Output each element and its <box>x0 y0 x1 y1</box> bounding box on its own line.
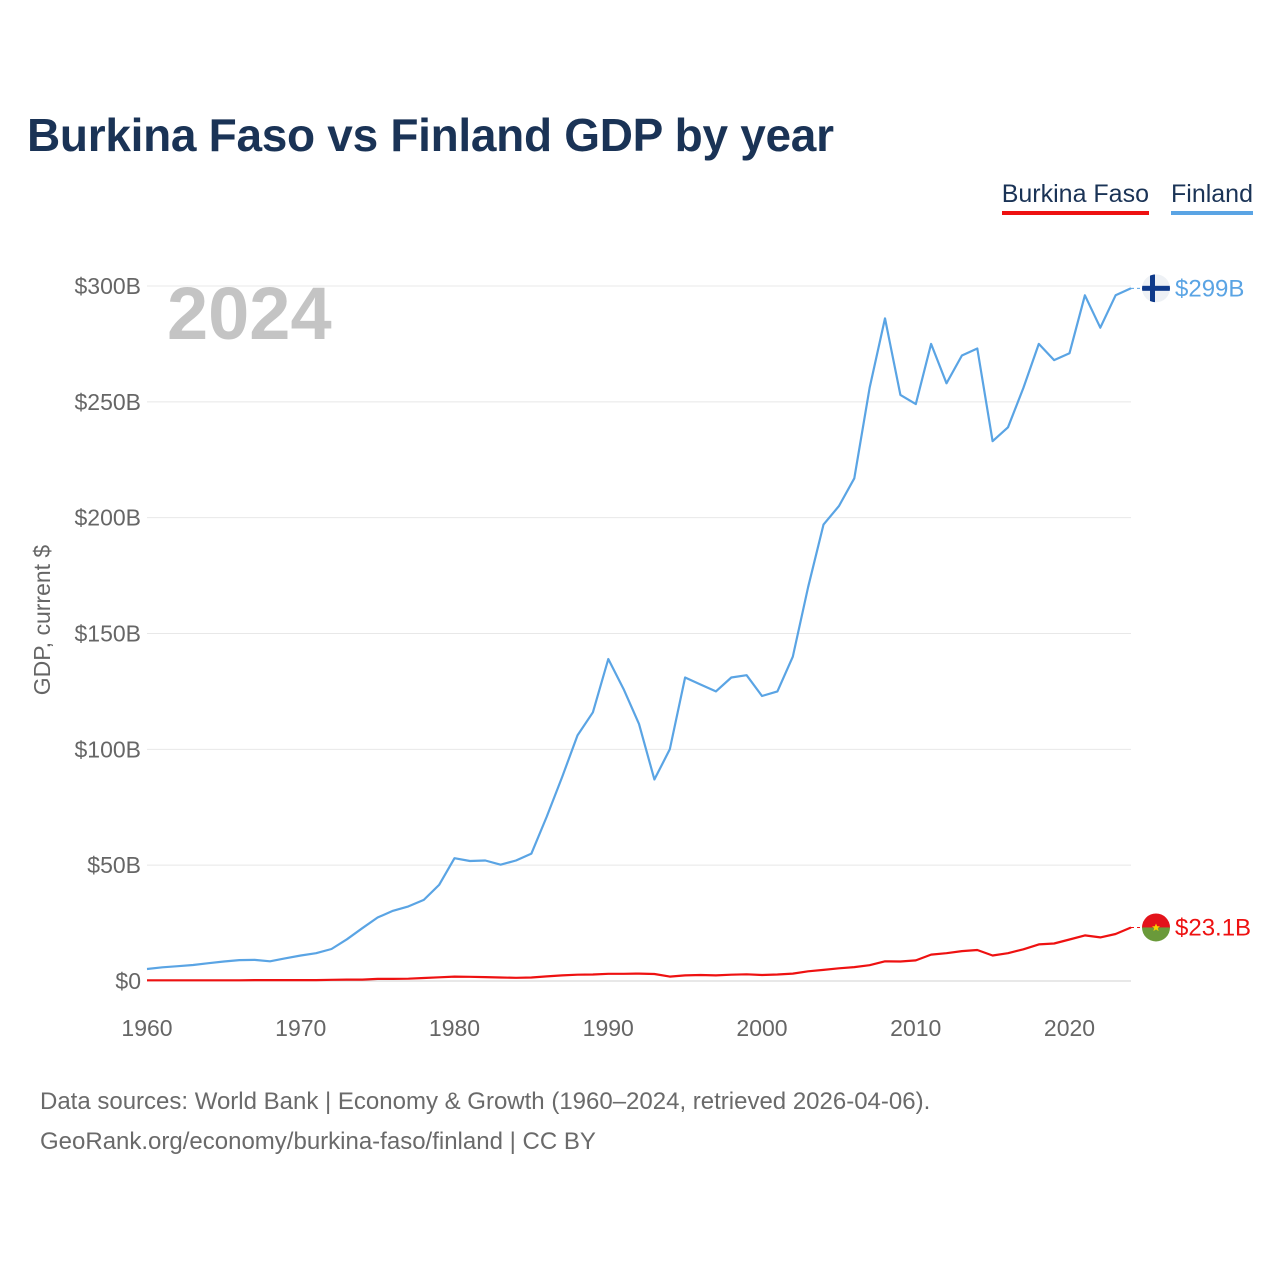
y-tick-label: $150B <box>74 621 141 647</box>
y-tick-label: $100B <box>74 736 141 762</box>
legend-item-finland[interactable]: Finland <box>1171 180 1253 215</box>
y-tick-label: $300B <box>74 273 141 299</box>
chart-title: Burkina Faso vs Finland GDP by year <box>27 109 834 161</box>
y-tick-label: $50B <box>87 852 141 878</box>
x-tick-label: 1980 <box>429 1015 480 1041</box>
x-tick-label: 1970 <box>275 1015 326 1041</box>
series-line-burkina-faso[interactable] <box>147 926 1132 982</box>
series-end-markers: $299B $23.1B <box>1131 274 1251 942</box>
y-tick-label: $0 <box>115 968 141 994</box>
footer: Data sources: World Bank | Economy & Gro… <box>40 1082 930 1162</box>
x-tick-label: 2010 <box>890 1015 941 1041</box>
attribution-link[interactable]: GeoRank.org/economy/burkina-faso/finland… <box>40 1128 596 1155</box>
burkina-faso-flag-icon <box>1142 913 1170 942</box>
y-axis-label: GDP, current $ <box>29 545 55 696</box>
end-value-label-burkina-faso: $23.1B <box>1175 914 1251 941</box>
y-tick-label: $250B <box>74 389 141 415</box>
series-line-finland[interactable] <box>146 287 1132 971</box>
x-tick-label: 2020 <box>1044 1015 1095 1041</box>
data-source-note: Data sources: World Bank | Economy & Gro… <box>40 1088 931 1115</box>
x-tick-label: 1990 <box>583 1015 634 1041</box>
current-year-label: 2024 <box>167 272 332 355</box>
x-tick-label: 1960 <box>121 1015 172 1041</box>
y-tick-label: $200B <box>74 505 141 531</box>
x-tick-label: 2000 <box>736 1015 787 1041</box>
end-value-label-finland: $299B <box>1175 275 1244 302</box>
x-axis-ticks: 1960 1970 1980 1990 2000 2010 2020 <box>121 1015 1095 1041</box>
finland-flag-icon <box>1142 274 1170 303</box>
legend: Burkina Faso Finland <box>1001 180 1253 215</box>
y-axis-ticks: $0 $50B $100B $150B $200B $250B $300B <box>74 273 141 994</box>
series-lines <box>146 287 1132 982</box>
legend-item-burkina-faso[interactable]: Burkina Faso <box>1001 180 1149 215</box>
